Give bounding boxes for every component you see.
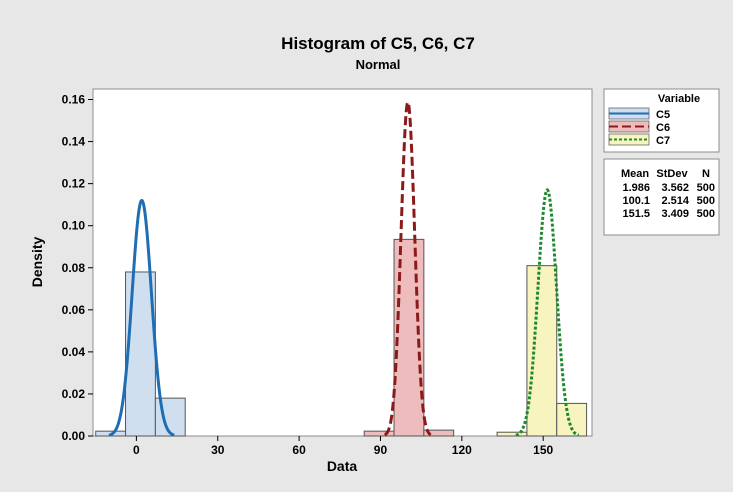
y-tick-label: 0.04 [62, 345, 86, 359]
chart-subtitle: Normal [356, 57, 401, 72]
x-axis-label: Data [327, 458, 358, 474]
chart-title: Histogram of C5, C6, C7 [281, 34, 475, 53]
bar-c6-2 [423, 429, 455, 437]
stats-stdev: 3.409 [661, 208, 689, 220]
stats-rows: 1.986 3.562 500 100.1 2.514 500 151.5 3.409 500 [622, 182, 715, 220]
x-tick-label: 150 [533, 443, 553, 457]
histogram-bars [95, 238, 588, 437]
y-tick-label: 0.00 [62, 429, 86, 443]
y-tick-label: 0.10 [62, 219, 86, 233]
stats-n: 500 [697, 182, 715, 194]
stats-mean: 1.986 [622, 182, 650, 194]
y-tick-label: 0.12 [62, 177, 86, 191]
y-tick-label: 0.02 [62, 387, 86, 401]
density-curves [108, 100, 580, 437]
legend-label-c7: C7 [656, 135, 670, 147]
bar-c7-0 [496, 431, 528, 437]
x-tick-label: 30 [211, 443, 225, 457]
stats-header-stdev: StDev [656, 168, 688, 180]
bar-c6-0 [363, 430, 395, 437]
y-axis-label: Density [29, 237, 45, 288]
stats-n: 500 [697, 208, 715, 220]
y-tick-label: 0.16 [62, 93, 86, 107]
stats-n: 500 [697, 195, 715, 207]
density-curve-c5 [108, 198, 175, 437]
density-curve-c7 [515, 188, 580, 437]
stats-header-mean: Mean [621, 168, 649, 180]
legend-title: Variable [658, 93, 700, 105]
stats-header-n: N [702, 168, 710, 180]
bar-c7-2 [556, 402, 588, 437]
stats-table-box [603, 158, 720, 236]
axes: 0.00 0.02 0.04 0.06 0.08 0.10 0.12 0.14 0.16 0 30 6… [62, 93, 554, 457]
stats-stdev: 2.514 [661, 195, 689, 207]
legend-label-c6: C6 [656, 122, 670, 134]
stats-mean: 100.1 [622, 195, 650, 207]
stats-mean: 151.5 [622, 208, 650, 220]
x-tick-label: 120 [452, 443, 472, 457]
x-tick-label: 0 [133, 443, 140, 457]
y-tick-label: 0.14 [62, 135, 86, 149]
plot-area [92, 88, 593, 437]
density-curve-c6 [383, 100, 432, 437]
y-tick-label: 0.08 [62, 261, 86, 275]
y-tick-label: 0.06 [62, 303, 86, 317]
bar-c7-1 [526, 265, 558, 437]
stats-stdev: 3.562 [661, 182, 689, 194]
legend-label-c5: C5 [656, 109, 670, 121]
x-tick-label: 60 [292, 443, 306, 457]
x-tick-label: 90 [374, 443, 388, 457]
